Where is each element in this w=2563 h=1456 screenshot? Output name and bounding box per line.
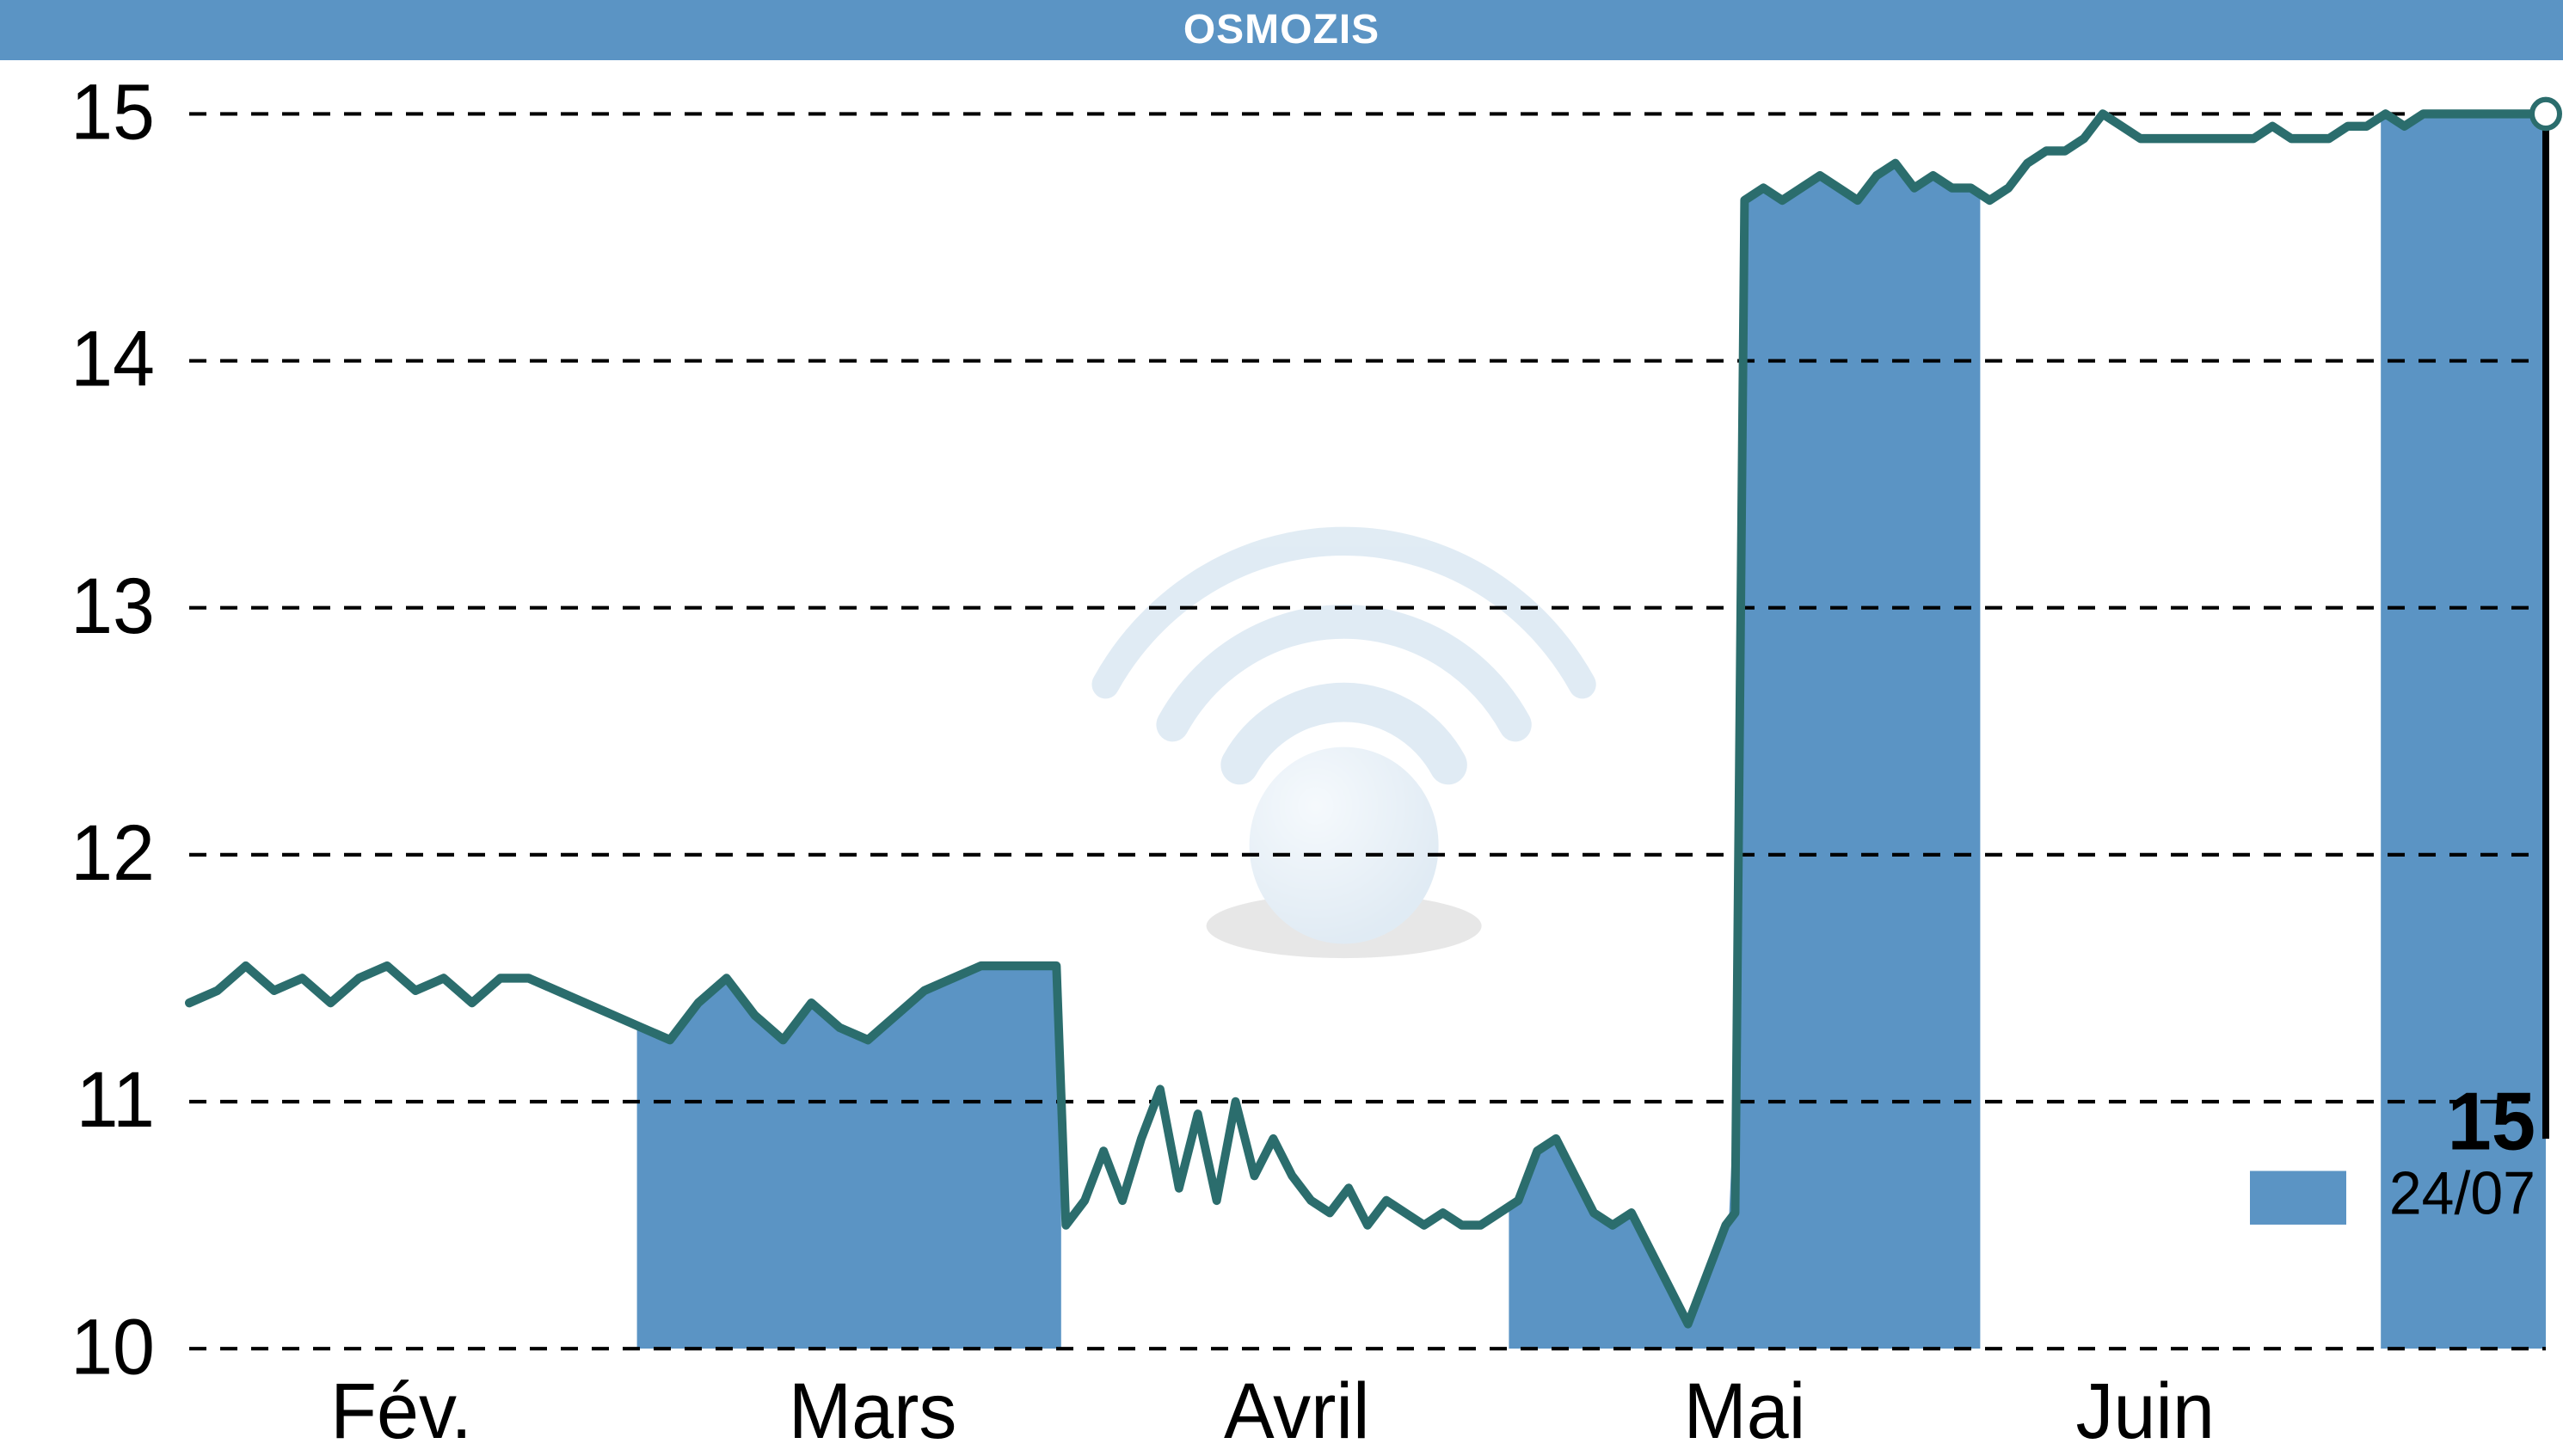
- y-tick-label: 15: [71, 69, 155, 157]
- last-date-label: 24/07: [2389, 1158, 2535, 1227]
- x-tick-label: Fév.: [330, 1368, 472, 1456]
- y-tick-label: 12: [71, 809, 155, 897]
- x-tick-label: Avril: [1224, 1368, 1369, 1456]
- last-value-label: 15: [2448, 1075, 2535, 1167]
- y-tick-label: 13: [71, 562, 155, 650]
- chart-title-bar: OSMOZIS: [0, 0, 2563, 60]
- x-tick-label: Mars: [789, 1368, 957, 1456]
- chart-plot-area: 101112131415Fév.MarsAvrilMaiJuin1524/07: [0, 60, 2563, 1456]
- x-tick-label: Juin: [2075, 1368, 2214, 1456]
- y-tick-label: 11: [77, 1057, 155, 1145]
- chart-svg: 101112131415Fév.MarsAvrilMaiJuin1524/07: [0, 60, 2563, 1456]
- last-point-marker: [2532, 100, 2560, 128]
- legend-swatch: [2250, 1171, 2346, 1225]
- x-tick-label: Mai: [1684, 1368, 1806, 1456]
- chart-title: OSMOZIS: [1183, 7, 1380, 52]
- stock-chart-container: OSMOZIS 10 11 12 13 14 15 Fév. Mars Avril Mai Juin…: [0, 0, 2563, 1456]
- y-tick-label: 10: [71, 1304, 155, 1391]
- y-tick-label: 14: [71, 316, 155, 403]
